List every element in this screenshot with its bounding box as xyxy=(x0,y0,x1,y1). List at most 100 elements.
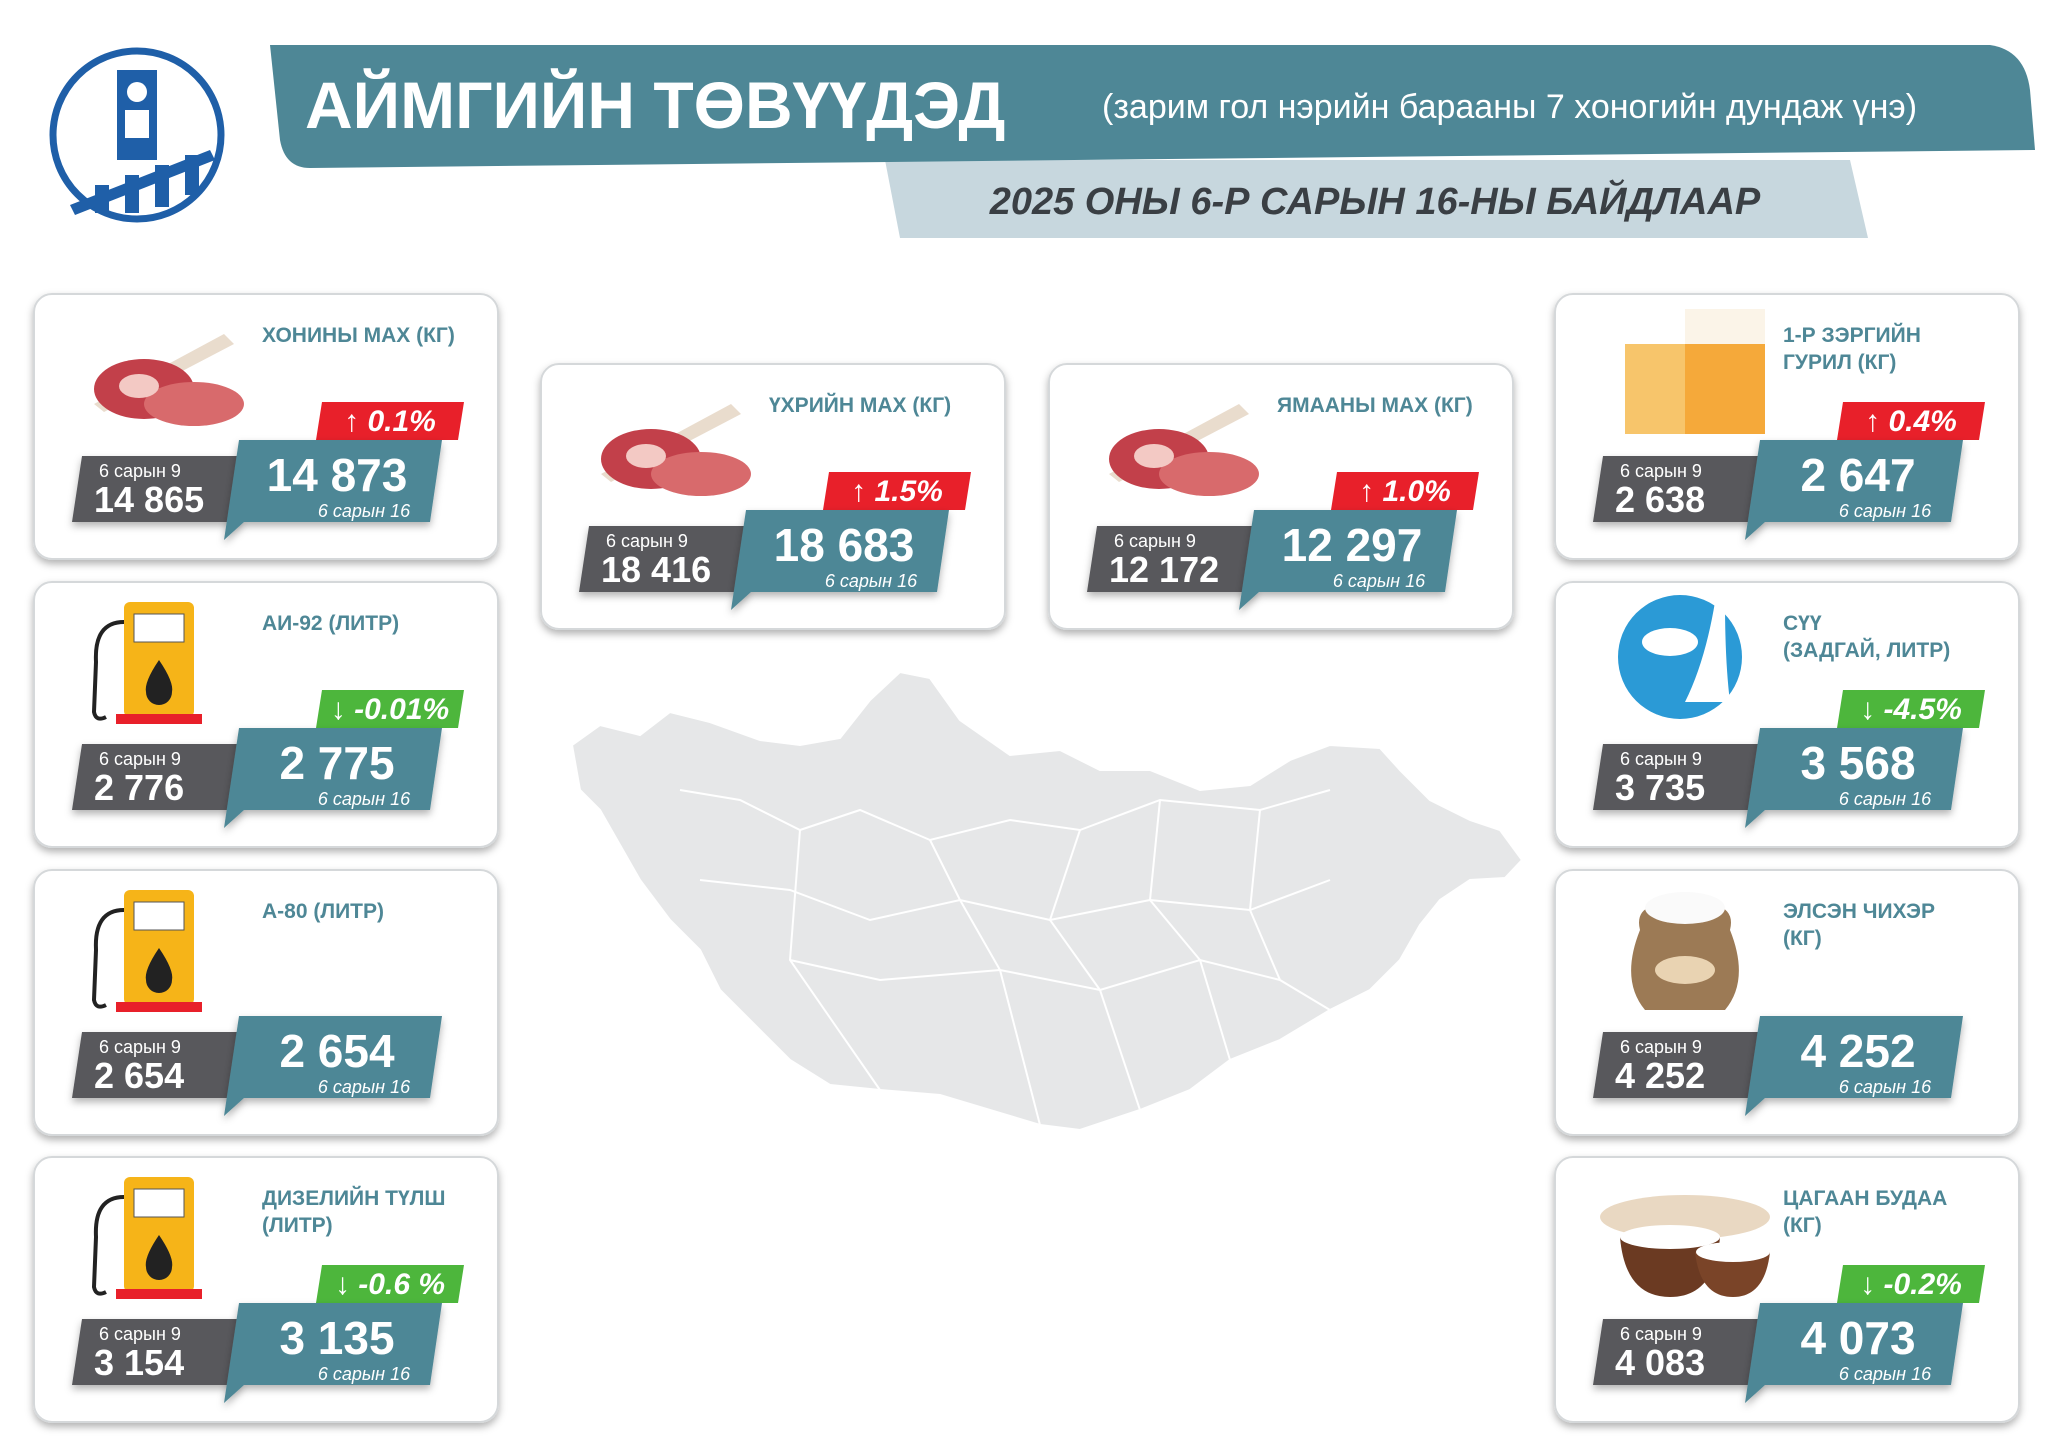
icon-fat xyxy=(119,374,159,398)
prev-box xyxy=(72,1319,249,1385)
subtitle: (зарим гол нэрийн барааны 7 хоногийн дун… xyxy=(1102,88,1917,126)
change-value: ↑ 1.5% xyxy=(851,475,943,508)
change-badge xyxy=(316,402,464,440)
price-card: ҮХРИЙН МАХ (КГ) ↑ 1.5% 6 сарын 918 416 18 6… xyxy=(540,363,1006,630)
prev-box xyxy=(1593,744,1770,810)
prev-label: 6 сарын 9 xyxy=(99,1037,181,1057)
current-label: 6 сарын 16 xyxy=(1839,501,1932,521)
item-name: ЦАГААН БУДАА xyxy=(1783,1187,1947,1210)
prev-value: 3 154 xyxy=(94,1342,184,1383)
price-card: ЦАГААН БУДАА (КГ) ↓ -0.2% 6 сарын 94 083 4 0… xyxy=(1554,1156,2020,1423)
prev-box xyxy=(72,1032,249,1098)
prev-label: 6 сарын 9 xyxy=(1620,1037,1702,1057)
icon-sugar xyxy=(1645,892,1725,924)
current-label: 6 сарын 16 xyxy=(825,571,918,591)
prev-box xyxy=(72,744,249,810)
icon xyxy=(1631,892,1739,1010)
icon-fat xyxy=(626,444,666,468)
change-value: ↑ 0.1% xyxy=(344,405,436,438)
prev-value: 2 776 xyxy=(94,767,184,808)
item-name: 1-Р ЗЭРГИЙН xyxy=(1783,323,1921,347)
prev-label: 6 сарын 9 xyxy=(1114,531,1196,551)
icon-bag-top xyxy=(1685,309,1765,344)
item-name: ХОНИНЫ МАХ (КГ) xyxy=(262,324,455,347)
title: АЙМГИЙН ТӨВҮҮДЭД xyxy=(305,67,1005,142)
current-box xyxy=(1239,510,1457,610)
icon xyxy=(91,602,202,724)
current-label: 6 сарын 16 xyxy=(1333,571,1426,591)
current-label: 6 сарын 16 xyxy=(1839,1364,1932,1384)
current-label: 6 сарын 16 xyxy=(318,789,411,809)
prev-box xyxy=(1593,456,1770,522)
icon-base xyxy=(116,1002,202,1012)
current-label: 6 сарын 16 xyxy=(318,1077,411,1097)
change-badge xyxy=(823,472,971,510)
icon xyxy=(1625,309,1765,434)
icon xyxy=(94,334,244,426)
icon-fat xyxy=(1134,444,1174,468)
current-box xyxy=(1745,1303,1963,1403)
date-banner xyxy=(885,160,1868,238)
prev-box xyxy=(1087,526,1264,592)
current-label: 6 сарын 16 xyxy=(318,501,411,521)
icon-rice xyxy=(1620,1225,1720,1249)
item-name: ЭЛСЭН ЧИХЭР xyxy=(1783,900,1935,923)
icon-base xyxy=(116,1289,202,1299)
price-card: ЯМААНЫ МАХ (КГ) ↑ 1.0% 6 сарын 912 172 12 2… xyxy=(1048,363,1514,630)
change-badge xyxy=(1837,402,1985,440)
current-value: 12 297 xyxy=(1282,519,1423,571)
icon-screen xyxy=(133,613,185,643)
icon xyxy=(91,890,202,1012)
item-name: ДИЗЕЛИЙН ТҮЛШ xyxy=(262,1186,445,1210)
change-badge xyxy=(1837,1265,1985,1303)
current-value: 4 073 xyxy=(1800,1312,1915,1364)
title-banner xyxy=(270,45,2035,168)
prev-label: 6 сарын 9 xyxy=(1620,749,1702,769)
icon-bowl xyxy=(1695,1252,1770,1297)
current-value: 14 873 xyxy=(267,449,408,501)
item-name: (ЛИТР) xyxy=(262,1214,333,1237)
prev-label: 6 сарын 9 xyxy=(99,749,181,769)
icon-screen xyxy=(133,1188,185,1218)
prev-box xyxy=(579,526,756,592)
current-value: 2 647 xyxy=(1800,449,1915,501)
price-card: СҮҮ (ЗАДГАЙ, ЛИТР) ↓ -4.5% 6 сарын 93 735 3 … xyxy=(1554,581,2020,848)
prev-label: 6 сарын 9 xyxy=(1620,461,1702,481)
icon-hose xyxy=(91,908,125,1009)
icon-drop xyxy=(145,1235,173,1280)
item-name: СҮҮ xyxy=(1783,612,1822,635)
item-name: ЯМААНЫ МАХ (КГ) xyxy=(1277,394,1473,417)
icon-milk xyxy=(1685,602,1730,702)
prev-label: 6 сарын 9 xyxy=(606,531,688,551)
current-box xyxy=(1745,440,1963,540)
prev-label: 6 сарын 9 xyxy=(99,461,181,481)
current-value: 18 683 xyxy=(774,519,915,571)
price-card: ДИЗЕЛИЙН ТҮЛШ (ЛИТР) ↓ -0.6 % 6 сарын 93 15… xyxy=(33,1156,499,1423)
item-name: (КГ) xyxy=(1783,1214,1822,1237)
icon-bag xyxy=(1625,344,1695,434)
change-value: ↓ -4.5% xyxy=(1860,693,1962,726)
current-value: 3 568 xyxy=(1800,737,1915,789)
current-value: 3 135 xyxy=(279,1312,394,1364)
current-box xyxy=(1745,728,1963,828)
prev-box xyxy=(72,456,249,522)
current-value: 2 775 xyxy=(279,737,394,789)
icon xyxy=(1109,404,1259,496)
price-card: 1-Р ЗЭРГИЙН ГУРИЛ (КГ) ↑ 0.4% 6 сарын 92 63… xyxy=(1554,293,2020,560)
item-name: (ЗАДГАЙ, ЛИТР) xyxy=(1783,638,1950,662)
current-box xyxy=(224,1016,442,1116)
current-label: 6 сарын 16 xyxy=(1839,789,1932,809)
prev-label: 6 сарын 9 xyxy=(1620,1324,1702,1344)
current-box xyxy=(224,728,442,828)
prev-value: 4 252 xyxy=(1615,1055,1705,1096)
change-badge xyxy=(316,1265,464,1303)
prev-box xyxy=(1593,1032,1770,1098)
change-badge xyxy=(1331,472,1479,510)
prev-label: 6 сарын 9 xyxy=(99,1324,181,1344)
icon-meat xyxy=(651,452,751,496)
current-value: 4 252 xyxy=(1800,1025,1915,1077)
change-value: ↓ -0.2% xyxy=(1860,1268,1962,1301)
icon-drop xyxy=(145,660,173,705)
